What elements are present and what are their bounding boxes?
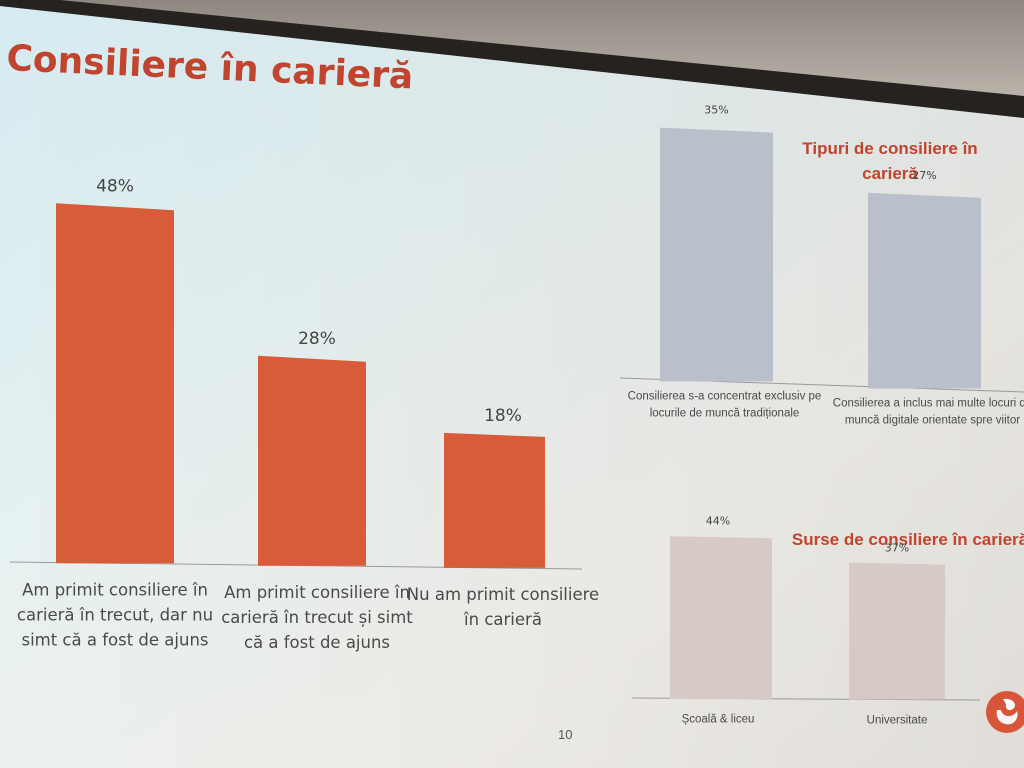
bar (258, 355, 366, 566)
types-bar-chart: Tipuri de consiliere în carieră 35% Consili… (619, 104, 1024, 427)
bar (56, 203, 174, 564)
bar (670, 536, 772, 699)
category-label-line: Consilierea s-a concentrat exclusiv pe (628, 390, 822, 402)
bar-value-label: 35% (704, 104, 728, 117)
category-label-line: Nu am primit consiliere (407, 585, 599, 604)
category-label-line: că a fost de ajuns (244, 633, 390, 652)
bar (849, 562, 945, 700)
bar (868, 192, 981, 389)
bar-value-label: 37% (885, 542, 909, 555)
category-label-line: Școală & liceu (682, 713, 755, 725)
sources-bar-chart: Surse de consiliere în carieră 44% Școală … (631, 515, 1024, 727)
page-number: 10 (558, 727, 572, 742)
bar-value-label: 28% (298, 329, 336, 349)
category-label-line: carieră în trecut, dar nu (17, 605, 213, 624)
chart-title-line: carieră (862, 164, 918, 183)
category-label-line: Consilierea a inclus mai multe locuri de (833, 398, 1024, 410)
category-label-line: carieră în trecut și simt (221, 608, 413, 627)
main-bar-chart: 48% Am primit consiliere în carieră în tre… (9, 176, 599, 652)
bar-value-label: 48% (96, 176, 134, 196)
bar-value-label: 44% (706, 515, 730, 528)
vodafone-logo-icon (986, 691, 1024, 733)
category-label-line: în carieră (463, 610, 542, 629)
category-label-line: muncă digitale orientate spre viitor (845, 415, 1020, 427)
chart-title-line: Surse de consiliere în carieră (792, 530, 1024, 549)
category-label-line: Universitate (867, 715, 928, 727)
chart-title-line: Tipuri de consiliere în (802, 139, 977, 158)
bar-value-label: 18% (484, 406, 522, 426)
bar (444, 432, 545, 568)
bar (660, 127, 773, 382)
category-label-line: locurile de muncă tradiționale (650, 407, 800, 419)
screen-top-frame (0, 0, 1024, 118)
category-label-line: Am primit consiliere în (22, 580, 208, 599)
bar-value-label: 27% (912, 169, 936, 182)
category-label-line: simt că a fost de ajuns (21, 630, 208, 649)
category-label-line: Am primit consiliere în (224, 583, 410, 602)
